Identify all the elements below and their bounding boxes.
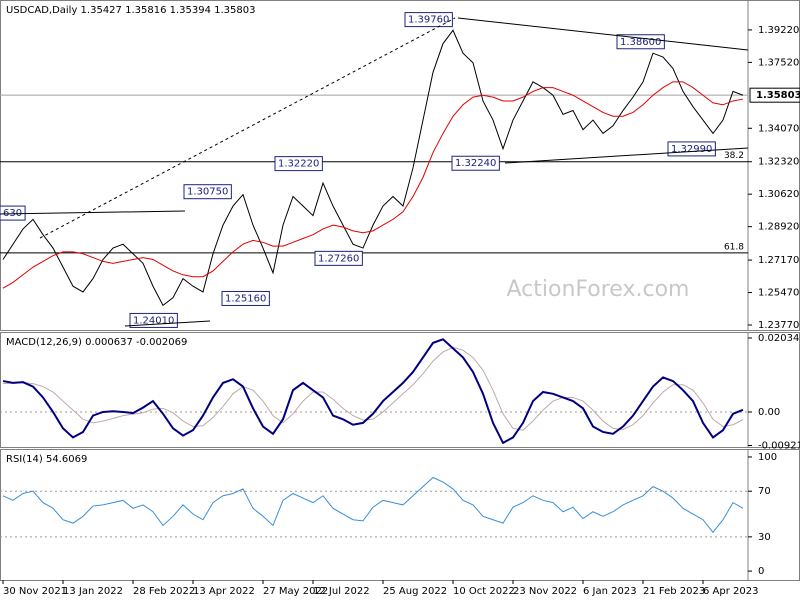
trend-lines (0, 17, 749, 327)
y-tick-label: 1.28920 (758, 222, 799, 233)
trend-line (504, 147, 749, 164)
y-tick-label: 0.020349 (758, 333, 800, 344)
annotation: 1.27260 (314, 250, 363, 266)
watermark: ActionForex.com (507, 277, 690, 302)
series-line (2, 476, 744, 534)
x-tick-label: 27 May 2022 (263, 586, 328, 597)
x-tick-label: 23 Nov 2022 (513, 586, 577, 597)
annotation-label: 1.32220 (278, 159, 319, 170)
panel-title: MACD(12,26,9) 0.000637 -0.002069 (6, 337, 187, 348)
y-tick-label: 1.25470 (758, 288, 799, 299)
annotation-label: 1.38600 (620, 37, 661, 48)
y-tick-label: 1.32320 (758, 157, 799, 168)
panel-title: RSI(14) 54.6069 (6, 454, 87, 465)
x-tick-label: 21 Feb 2023 (643, 586, 705, 597)
y-tick-label: 1.23770 (758, 320, 799, 331)
y-tick-label: -0.009215 (758, 440, 800, 451)
y-tick-label: 1.39220 (758, 25, 799, 36)
y-tick-label: 0 (758, 566, 764, 577)
annotation-label: 1.27260 (318, 253, 359, 264)
fib-label: 61.8 (724, 242, 744, 252)
y-tick-label: 30 (758, 532, 771, 543)
y-tick-label: 1.37520 (758, 57, 799, 68)
annotation-box (274, 156, 323, 172)
annotation-box (314, 250, 363, 266)
trend-line (0, 210, 186, 215)
y-tick-label: 70 (758, 486, 771, 497)
annotation-label: 1.39760 (408, 15, 449, 26)
annotation-label: 1.30750 (187, 187, 228, 198)
trend-line (457, 17, 749, 51)
annotation: 1.32220 (274, 156, 323, 172)
annotation: 1.38600 (616, 34, 665, 50)
trend-line (124, 320, 211, 327)
annotation-box (221, 290, 270, 306)
trend-line (39, 17, 456, 239)
y-tick-label: 100 (758, 452, 777, 463)
x-tick-label: 28 Feb 2022 (133, 586, 195, 597)
annotation: 1.30750 (183, 184, 232, 200)
x-tick-label: 25 Aug 2022 (383, 586, 447, 597)
x-tick-label: 10 Oct 2022 (453, 586, 515, 597)
annotation-box (616, 34, 665, 50)
y-tick-label: 1.27170 (758, 255, 799, 266)
fib-label: 38.2 (724, 151, 744, 161)
annotation: 1.39760 (404, 12, 453, 28)
series-line (2, 29, 744, 307)
annotation: 1.32990 (667, 141, 716, 157)
annotation: 1.32240 (451, 155, 500, 171)
annotation: 1.25160 (221, 290, 270, 306)
annotation-label: 1.24010 (133, 315, 174, 326)
y-tick-label: 1.30620 (758, 189, 799, 200)
annotation: 630 (0, 205, 26, 221)
x-tick-label: 13 Apr 2022 (193, 586, 255, 597)
x-tick-label: 30 Nov 2021 (3, 586, 67, 597)
y-tick-label: 0.00 (758, 407, 780, 418)
annotation-label: 1.25160 (225, 293, 266, 304)
annotation-box (404, 12, 453, 28)
x-tick-label: 6 Jan 2023 (583, 586, 637, 597)
series-line (2, 338, 744, 445)
y-tick-label: 1.34070 (758, 123, 799, 134)
last-box (749, 87, 800, 103)
annotation-box (183, 184, 232, 200)
x-tick-label: 13 Jan 2022 (63, 586, 123, 597)
annotation-box (0, 205, 26, 221)
series-line (2, 81, 744, 289)
last-label: 1.35803 (756, 90, 800, 101)
annotation-box (451, 155, 500, 171)
x-tick-label: 6 Apr 2023 (703, 586, 758, 597)
x-tick-label: 12 Jul 2022 (313, 586, 370, 597)
annotation-label: 1.32240 (455, 158, 496, 169)
panel-title: USDCAD,Daily 1.35427 1.35816 1.35394 1.3… (6, 5, 256, 16)
annotation-label: 1.32990 (671, 144, 712, 155)
